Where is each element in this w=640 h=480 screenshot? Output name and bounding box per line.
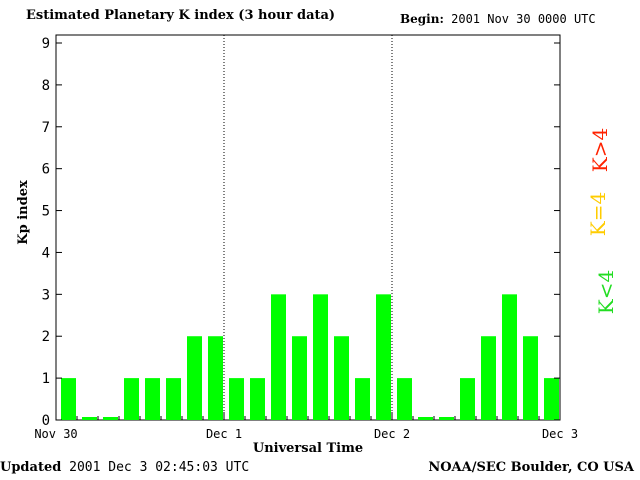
y-tick-label: 7 xyxy=(42,120,50,136)
updated-timestamp: Updated 2001 Dec 3 02:45:03 UTC xyxy=(0,460,249,475)
kp-bar xyxy=(418,417,433,420)
y-axis-label: Kp index xyxy=(16,180,31,245)
kp-bar xyxy=(502,294,517,420)
begin-timestamp: Begin: 2001 Nov 30 0000 UTC xyxy=(400,12,596,26)
kp-bar xyxy=(334,336,349,420)
x-tick-label: Dec 2 xyxy=(374,427,410,441)
kp-bar xyxy=(481,336,496,420)
y-tick-label: 6 xyxy=(42,162,50,178)
kp-bar xyxy=(460,378,475,420)
x-tick-label: Dec 1 xyxy=(206,427,242,441)
kp-bar xyxy=(82,417,97,420)
y-tick-label: 0 xyxy=(42,413,50,429)
legend-k-greater-4: K>4 xyxy=(588,127,613,173)
x-tick-label: Nov 30 xyxy=(34,427,77,441)
kp-bar xyxy=(250,378,265,420)
kp-bar xyxy=(61,378,76,420)
begin-value: 2001 Nov 30 0000 UTC xyxy=(451,12,596,26)
source-credit: NOAA/SEC Boulder, CO USA xyxy=(428,460,634,475)
y-tick-label: 3 xyxy=(42,287,50,303)
kp-bar xyxy=(124,378,139,420)
kp-bar xyxy=(523,336,538,420)
y-tick-label: 2 xyxy=(42,329,50,345)
kp-bar xyxy=(103,417,118,420)
kp-bar xyxy=(166,378,181,420)
kp-bar xyxy=(544,378,559,420)
kp-bar xyxy=(145,378,160,420)
y-tick-label: 5 xyxy=(42,204,50,220)
y-tick-label: 4 xyxy=(42,245,50,261)
kp-bar xyxy=(376,294,391,420)
legend-k-less-4: K<4 xyxy=(594,269,619,315)
legend-k-equal-4: K=4 xyxy=(586,191,611,237)
y-tick-label: 9 xyxy=(42,36,50,52)
kp-bar xyxy=(439,417,454,420)
kp-bar xyxy=(355,378,370,420)
kp-bar xyxy=(187,336,202,420)
y-tick-label: 8 xyxy=(42,78,50,94)
updated-label: Updated xyxy=(0,460,62,475)
y-tick-label: 1 xyxy=(42,371,50,387)
x-axis-label: Universal Time xyxy=(253,441,363,456)
x-tick-label: Dec 3 xyxy=(542,427,578,441)
kp-bar xyxy=(292,336,307,420)
kp-bar xyxy=(313,294,328,420)
chart-title: Estimated Planetary K index (3 hour data… xyxy=(26,8,336,23)
kp-bar xyxy=(229,378,244,420)
updated-value: 2001 Dec 3 02:45:03 UTC xyxy=(69,460,250,475)
kp-bar xyxy=(397,378,412,420)
begin-label: Begin: xyxy=(400,12,444,26)
kp-bar xyxy=(271,294,286,420)
kp-bar xyxy=(208,336,223,420)
